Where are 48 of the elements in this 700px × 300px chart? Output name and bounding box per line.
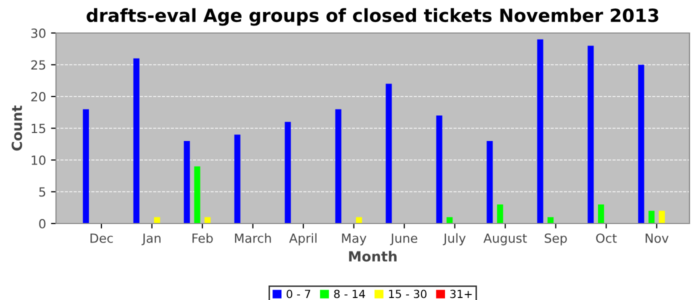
y-tick-label: 20 [31, 92, 46, 102]
legend-label: 15 - 30 [389, 290, 426, 298]
bar [204, 217, 211, 224]
bar [82, 109, 89, 224]
bar [335, 109, 342, 224]
x-tick-label: March [235, 233, 271, 243]
legend-label: 0 - 7 [286, 290, 310, 298]
x-tick-label: Sep [544, 233, 567, 246]
y-tick-label: 30 [31, 28, 46, 38]
x-tick-label: Oct [596, 233, 617, 243]
bar [486, 140, 493, 224]
x-tick-label: Dec [90, 234, 113, 243]
bar [356, 217, 362, 224]
x-tick-label: Feb [192, 233, 213, 243]
bar [548, 217, 554, 224]
bar [638, 64, 644, 224]
y-tick-label: 0 [39, 218, 46, 228]
bar [598, 204, 604, 224]
bar [194, 166, 200, 224]
legend-label: 8 - 14 [334, 290, 366, 298]
y-tick-label: 10 [32, 155, 46, 165]
bar [537, 39, 544, 224]
bar [133, 58, 140, 224]
bar [588, 46, 594, 224]
bar [497, 204, 504, 224]
x-tick-label: August [483, 234, 527, 246]
x-tick-label: Jan [142, 234, 160, 246]
bar [658, 210, 665, 224]
chart-title: drafts-eval Age groups of closed tickets November 2013 [86, 8, 658, 26]
bar [386, 84, 392, 224]
x-tick-label: April [289, 233, 316, 246]
y-tick-label: 15 [32, 124, 46, 134]
x-tick-label: July [442, 233, 466, 246]
bar [648, 210, 655, 224]
bar [446, 217, 453, 224]
x-tick-label: May [342, 234, 366, 246]
y-axis-title: Count [12, 105, 22, 151]
x-tick-label: June [390, 234, 418, 246]
bar [284, 122, 291, 224]
bar [184, 140, 190, 224]
y-tick-label: 25 [31, 60, 46, 70]
bar [154, 217, 160, 224]
bar [234, 134, 240, 224]
x-axis-title: Month [349, 250, 397, 262]
x-tick-label: Nov [646, 234, 669, 243]
bar [436, 116, 442, 224]
y-tick-label: 5 [39, 187, 46, 197]
legend-label: 31+ [450, 290, 472, 298]
